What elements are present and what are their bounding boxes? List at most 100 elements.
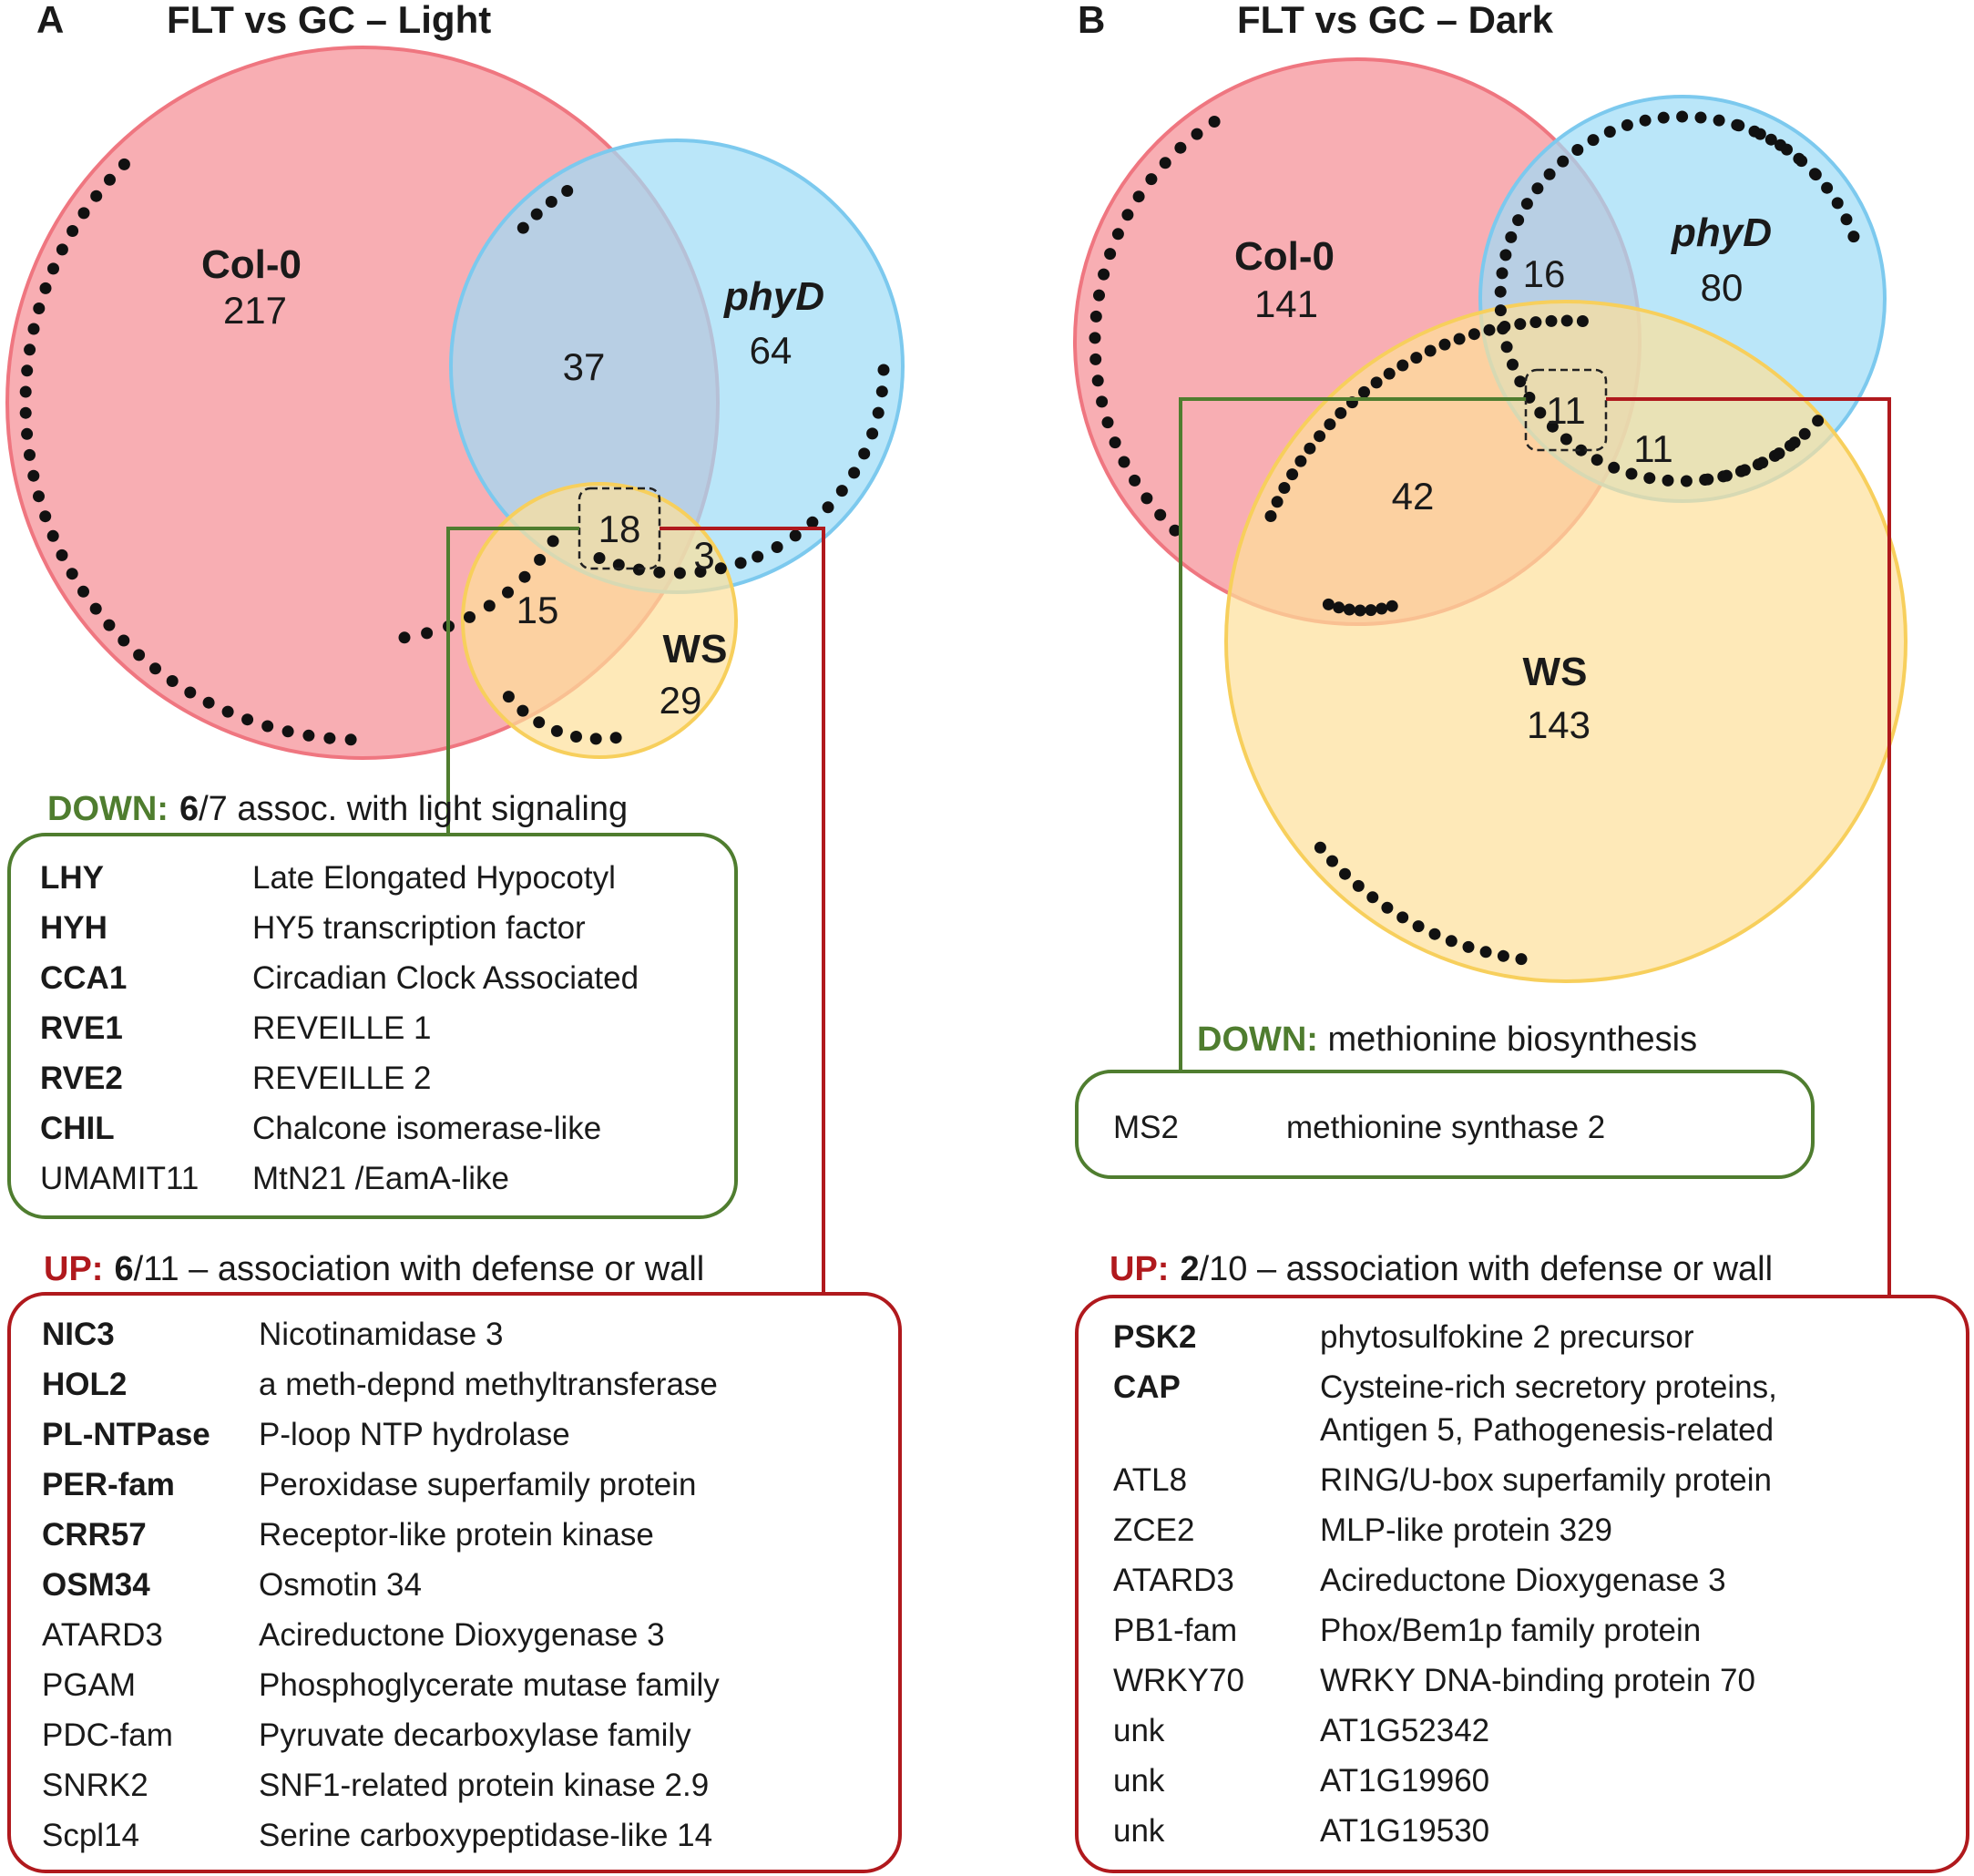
edge-dot <box>66 225 79 237</box>
edge-dot <box>1500 341 1513 354</box>
edge-dot <box>19 406 32 419</box>
up-heading-rest: /10 – association with defense or wall <box>1200 1250 1773 1288</box>
edge-dot <box>90 190 103 202</box>
edge-dot <box>39 510 52 523</box>
edge-dot <box>1847 231 1860 243</box>
edge-dot <box>24 343 36 356</box>
edge-dot <box>1386 600 1398 612</box>
count-phyd-only: 80 <box>1701 266 1744 309</box>
edge-dot <box>103 619 116 631</box>
down-connector-line <box>446 527 579 835</box>
edge-dot <box>1713 114 1725 127</box>
edge-dot <box>1326 855 1338 867</box>
edge-dot <box>19 385 32 398</box>
gene-description-line2: Antigen 5, Pathogenesis-related <box>1320 1412 1774 1448</box>
edge-dot <box>483 600 496 612</box>
down-heading: DOWN: 6/7 assoc. with light signaling <box>47 790 628 828</box>
edge-dot <box>1515 953 1528 966</box>
edge-dot <box>1662 474 1674 487</box>
gene-symbol: unk <box>1113 1713 1165 1748</box>
edge-dot <box>1129 474 1141 487</box>
edge-dot <box>21 427 34 440</box>
gene-description: Pyruvate decarboxylase family <box>259 1717 691 1753</box>
edge-dot <box>1781 143 1793 156</box>
gene-description: AT1G19960 <box>1320 1763 1489 1799</box>
gene-symbol: LHY <box>40 860 104 896</box>
count-ws-only: 143 <box>1527 703 1590 746</box>
edge-dot <box>1788 436 1801 449</box>
edge-dot <box>534 553 547 566</box>
count-ws-only: 29 <box>660 679 702 722</box>
edge-dot <box>1453 333 1466 345</box>
edge-dot <box>1412 920 1425 933</box>
edge-dot <box>1512 214 1525 227</box>
edge-dot <box>1625 467 1638 480</box>
edge-dot <box>806 516 819 528</box>
up-connector-line <box>1606 397 1891 1297</box>
down-heading-rest: methionine biosynthesis <box>1318 1020 1697 1059</box>
edge-dot <box>1680 475 1693 487</box>
edge-dot <box>1264 510 1277 522</box>
edge-dot <box>1111 228 1124 241</box>
gene-description: Phosphoglycerate mutase family <box>259 1667 720 1703</box>
edge-dot <box>1798 427 1811 440</box>
edge-dot <box>547 535 559 548</box>
edge-dot <box>1494 285 1507 298</box>
edge-dot <box>1694 111 1707 124</box>
gene-description: Osmotin 34 <box>259 1567 422 1603</box>
edge-dot <box>1339 867 1351 880</box>
edge-dot <box>1731 118 1744 131</box>
gene-symbol: PGAM <box>42 1667 136 1703</box>
edge-dot <box>1438 338 1451 351</box>
edge-dot <box>1840 213 1853 226</box>
edge-dot <box>24 448 36 461</box>
edge-dot <box>502 691 515 703</box>
panel-b: B FLT vs GC – Dark Col-0 141 phyD 80 16 … <box>1073 0 1969 1873</box>
venn-circle-ws <box>461 482 738 759</box>
edge-dot <box>1587 134 1600 147</box>
gene-description: Cysteine-rich secretory proteins, <box>1320 1369 1777 1405</box>
gene-symbol: OSM34 <box>42 1567 150 1603</box>
set-label-ws: WS <box>663 627 728 671</box>
edge-dot <box>517 221 529 234</box>
edge-dot <box>1764 133 1777 146</box>
edge-dot <box>1109 436 1121 449</box>
up-heading: UP: 2/10 – association with defense or wa… <box>1110 1250 1773 1288</box>
set-label-ws: WS <box>1523 650 1588 694</box>
up-label: UP: <box>1110 1250 1169 1288</box>
gene-symbol: PDC-fam <box>42 1717 173 1753</box>
gene-symbol: PL-NTPase <box>42 1417 210 1452</box>
edge-dot <box>1335 406 1347 419</box>
edge-dot <box>1089 332 1101 344</box>
edge-dot <box>89 602 102 615</box>
set-label-col0: Col-0 <box>1234 234 1335 279</box>
down-heading-rest: /7 assoc. with light signaling <box>199 790 628 828</box>
gene-description: Peroxidase superfamily protein <box>259 1467 697 1502</box>
edge-dot <box>1376 602 1388 615</box>
gene-symbol: NIC3 <box>42 1317 115 1352</box>
edge-dot <box>118 158 130 170</box>
edge-dot <box>398 631 411 644</box>
edge-dot <box>1531 182 1544 195</box>
edge-dot <box>1507 358 1519 371</box>
panel-b-title: FLT vs GC – Dark <box>1237 0 1554 41</box>
edge-dot <box>1608 461 1621 474</box>
panel-a-letter: A <box>36 0 64 41</box>
edge-dot <box>1366 891 1379 904</box>
gene-description: phytosulfokine 2 precursor <box>1320 1319 1694 1355</box>
edge-dot <box>1676 110 1689 123</box>
edge-dot <box>1428 928 1441 940</box>
edge-dot <box>673 567 686 579</box>
edge-dot <box>1132 190 1145 203</box>
edge-dot <box>1497 949 1509 962</box>
down-label: DOWN: <box>47 790 169 828</box>
gene-symbol: CCA1 <box>40 960 127 996</box>
gene-symbol: UMAMIT11 <box>40 1161 199 1196</box>
edge-dot <box>1496 267 1509 280</box>
gene-symbol: CRR57 <box>42 1517 147 1553</box>
gene-description: RING/U-box superfamily protein <box>1320 1462 1772 1498</box>
edge-dot <box>166 675 179 687</box>
edge-dot <box>1314 841 1326 854</box>
edge-dot <box>27 469 40 482</box>
edge-dot <box>66 568 78 580</box>
